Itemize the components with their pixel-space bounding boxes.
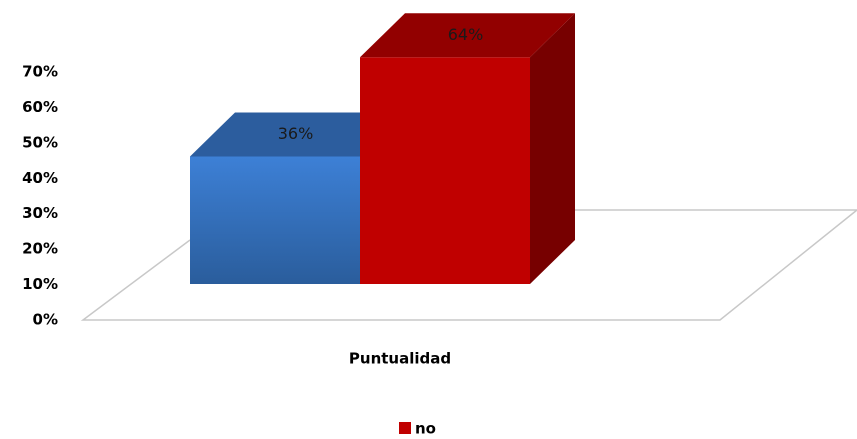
- bar-top: [360, 13, 575, 58]
- data-label: 64%: [448, 25, 484, 44]
- legend-swatch: [399, 422, 411, 434]
- bar-side: [530, 13, 575, 285]
- y-tick-label: 30%: [22, 204, 58, 222]
- x-tick-label: Puntualidad: [349, 350, 451, 368]
- y-tick-label: 50%: [22, 133, 58, 151]
- bar-top: [190, 112, 405, 157]
- floor-outline: [80, 209, 857, 321]
- y-tick-label: 10%: [22, 275, 58, 293]
- data-label: 36%: [278, 124, 314, 143]
- y-tick-label: 40%: [22, 169, 58, 187]
- y-tick-label: 60%: [22, 98, 58, 116]
- bar: [360, 57, 530, 284]
- plot: 36% 64%: [190, 13, 575, 285]
- y-tick-label: 70%: [22, 63, 58, 81]
- y-tick-label: 20%: [22, 240, 58, 258]
- bar: [190, 156, 360, 284]
- legend-label: no: [415, 420, 436, 438]
- y-tick-label: 0%: [33, 311, 58, 329]
- floor: [80, 209, 857, 321]
